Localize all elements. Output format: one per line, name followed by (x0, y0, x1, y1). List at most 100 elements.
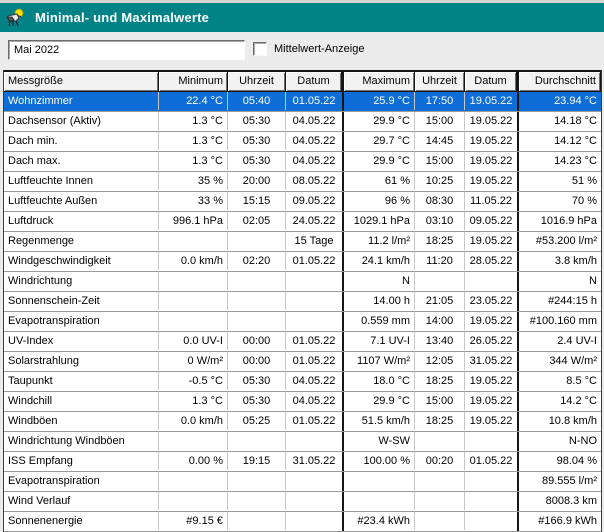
value-cell: 18:25 (415, 372, 465, 390)
value-cell: 98.04 % (556, 455, 597, 467)
value-cell: 89.555 l/m² (541, 475, 597, 487)
value-cell: 2.4 UV-I (557, 335, 597, 347)
value-cell: 18:25 (415, 232, 465, 250)
value-cell: 0.00 % (159, 452, 228, 470)
value-cell: 35 % (159, 172, 228, 190)
toolbar: Mai 2022 Mittelwert-Anzeige (0, 32, 604, 70)
column-header-messgr-e[interactable]: Messgröße (4, 72, 158, 91)
value-cell: 0.559 mm (344, 312, 415, 330)
value-cell (159, 292, 228, 310)
table-row[interactable]: Evapotranspiration 0.559 mm 14:00 19.05.22 #… (4, 312, 601, 332)
value-cell: 7.1 UV-I (344, 332, 415, 350)
column-group-separator (342, 112, 344, 131)
value-cell: 21:05 (415, 292, 465, 310)
value-cell: 04.05.22 (292, 135, 336, 147)
column-header-uhrzeit[interactable]: Uhrzeit (415, 72, 464, 91)
period-input[interactable]: Mai 2022 (8, 40, 245, 60)
column-group-separator (517, 112, 519, 131)
table-row[interactable]: Luftdruck 996.1 hPa 02:05 24.05.22 1029.1 hP… (4, 212, 601, 232)
row-label-cell: Luftfeuchte Außen (4, 192, 159, 210)
table-row[interactable]: ISS Empfang 0.00 % 19:15 31.05.22 100.00 % 00… (4, 452, 601, 472)
row-label-cell: Dach max. (4, 152, 159, 170)
value-cell: 15:00 (415, 112, 465, 130)
column-group-separator (342, 192, 344, 211)
value-cell: 00:00 (228, 332, 286, 350)
table-row[interactable]: Windböen 0.0 km/h 05:25 01.05.22 51.5 km/h 18… (4, 412, 601, 432)
value-cell: 1.3 °C (159, 392, 228, 410)
value-cell: 29.9 °C (344, 152, 415, 170)
table-row[interactable]: Wind Verlauf 8008.3 km (4, 492, 601, 512)
value-cell: 3.8 km/h (554, 255, 597, 267)
value-cell: 19.05.22 (469, 175, 513, 187)
mittelwert-checkbox[interactable] (253, 42, 267, 56)
value-cell: 0.0 km/h (159, 252, 228, 270)
value-cell (159, 272, 228, 290)
column-header-uhrzeit[interactable]: Uhrzeit (228, 72, 285, 91)
window-title: Minimal- und Maximalwerte (35, 10, 210, 25)
column-group-separator (517, 252, 519, 271)
value-cell: 10.8 km/h (548, 415, 597, 427)
mittelwert-checkbox-group[interactable]: Mittelwert-Anzeige (253, 42, 364, 56)
column-group-separator (342, 312, 344, 331)
value-cell: 29.7 °C (344, 132, 415, 150)
table-row[interactable]: Windchill 1.3 °C 05:30 04.05.22 29.9 °C 15:00… (4, 392, 601, 412)
value-cell: 01.05.22 (292, 415, 336, 427)
table-row[interactable]: Taupunkt -0.5 °C 05:30 04.05.22 18.0 °C 18:25… (4, 372, 601, 392)
value-cell (228, 312, 286, 330)
value-cell: 31.05.22 (292, 455, 336, 467)
value-cell: 19.05.22 (469, 235, 513, 247)
value-cell: 19.05.22 (469, 95, 513, 107)
table-row[interactable]: Windrichtung Windböen W-SW N-NO (4, 432, 601, 452)
table-row[interactable]: Dach max. 1.3 °C 05:30 04.05.22 29.9 °C 15:00… (4, 152, 601, 172)
table-body: Wohnzimmer 22.4 °C 05:40 01.05.22 25.9 °C 17:… (4, 92, 601, 532)
value-cell (415, 512, 465, 530)
column-group-separator (342, 452, 344, 471)
value-cell: 09.05.22 (292, 195, 336, 207)
column-header-datum[interactable]: Datum (286, 72, 341, 91)
value-cell (286, 432, 342, 450)
title-bar[interactable]: Minimal- und Maximalwerte (0, 3, 604, 32)
value-cell: 11:20 (415, 252, 465, 270)
column-group-separator (342, 252, 344, 271)
table-row[interactable]: Dach min. 1.3 °C 05:30 04.05.22 29.7 °C 14:45… (4, 132, 601, 152)
table-row[interactable]: Wohnzimmer 22.4 °C 05:40 01.05.22 25.9 °C 17:… (4, 92, 601, 112)
table-row[interactable]: Regenmenge 15 Tage 11.2 l/m² 18:25 19.05.22 #… (4, 232, 601, 252)
table-row[interactable]: Solarstrahlung 0 W/m² 00:00 01.05.22 1107 W/… (4, 352, 601, 372)
column-group-separator (342, 352, 344, 371)
column-group-separator (517, 71, 519, 92)
table-row[interactable]: Sonnenenergie #9.15 € #23.4 kWh #166.9 kWh (4, 512, 601, 532)
row-label-cell: Taupunkt (4, 372, 159, 390)
column-header-durchschnitt[interactable]: Durchschnitt (519, 72, 600, 91)
table-row[interactable]: Sonnenschein-Zeit 14.00 h 21:05 23.05.22 #24… (4, 292, 601, 312)
mittelwert-checkbox-label: Mittelwert-Anzeige (274, 43, 365, 55)
value-cell (415, 272, 465, 290)
row-label-cell: Windchill (4, 392, 159, 410)
table-row[interactable]: Windrichtung N N (4, 272, 601, 292)
column-header-minimum[interactable]: Minimum (159, 72, 227, 91)
value-cell: 22.4 °C (159, 92, 228, 110)
value-cell: 0 W/m² (159, 352, 228, 370)
column-group-separator (517, 272, 519, 291)
value-cell: 51 % (571, 175, 597, 187)
value-cell: N-NO (568, 435, 597, 447)
value-cell (228, 472, 286, 490)
column-header-maximum[interactable]: Maximum (344, 72, 414, 91)
row-label-cell: Dach min. (4, 132, 159, 150)
value-cell: 03:10 (415, 212, 465, 230)
table-row[interactable]: UV-Index 0.0 UV-I 00:00 01.05.22 7.1 UV-I 13:… (4, 332, 601, 352)
table-row[interactable]: Windgeschwindigkeit 0.0 km/h 02:20 01.05.22… (4, 252, 601, 272)
row-label-cell: Wohnzimmer (4, 92, 159, 110)
table-row[interactable]: Luftfeuchte Außen 33 % 15:15 09.05.22 96 % 08… (4, 192, 601, 212)
row-label-cell: Windgeschwindigkeit (4, 252, 159, 270)
value-cell: 14:00 (415, 312, 465, 330)
column-header-datum[interactable]: Datum (465, 72, 516, 91)
row-label-cell: Sonnenschein-Zeit (4, 292, 159, 310)
table-row[interactable]: Dachsensor (Aktiv) 1.3 °C 05:30 04.05.22 29.… (4, 112, 601, 132)
value-cell: 0.0 UV-I (159, 332, 228, 350)
table-row[interactable]: Luftfeuchte Innen 35 % 20:00 08.05.22 61 % 10… (4, 172, 601, 192)
value-cell: 01.05.22 (292, 95, 336, 107)
table-row[interactable]: Evapotranspiration 89.555 l/m² (4, 472, 601, 492)
column-group-separator (342, 412, 344, 431)
row-label-cell: UV-Index (4, 332, 159, 350)
column-group-separator (342, 132, 344, 151)
